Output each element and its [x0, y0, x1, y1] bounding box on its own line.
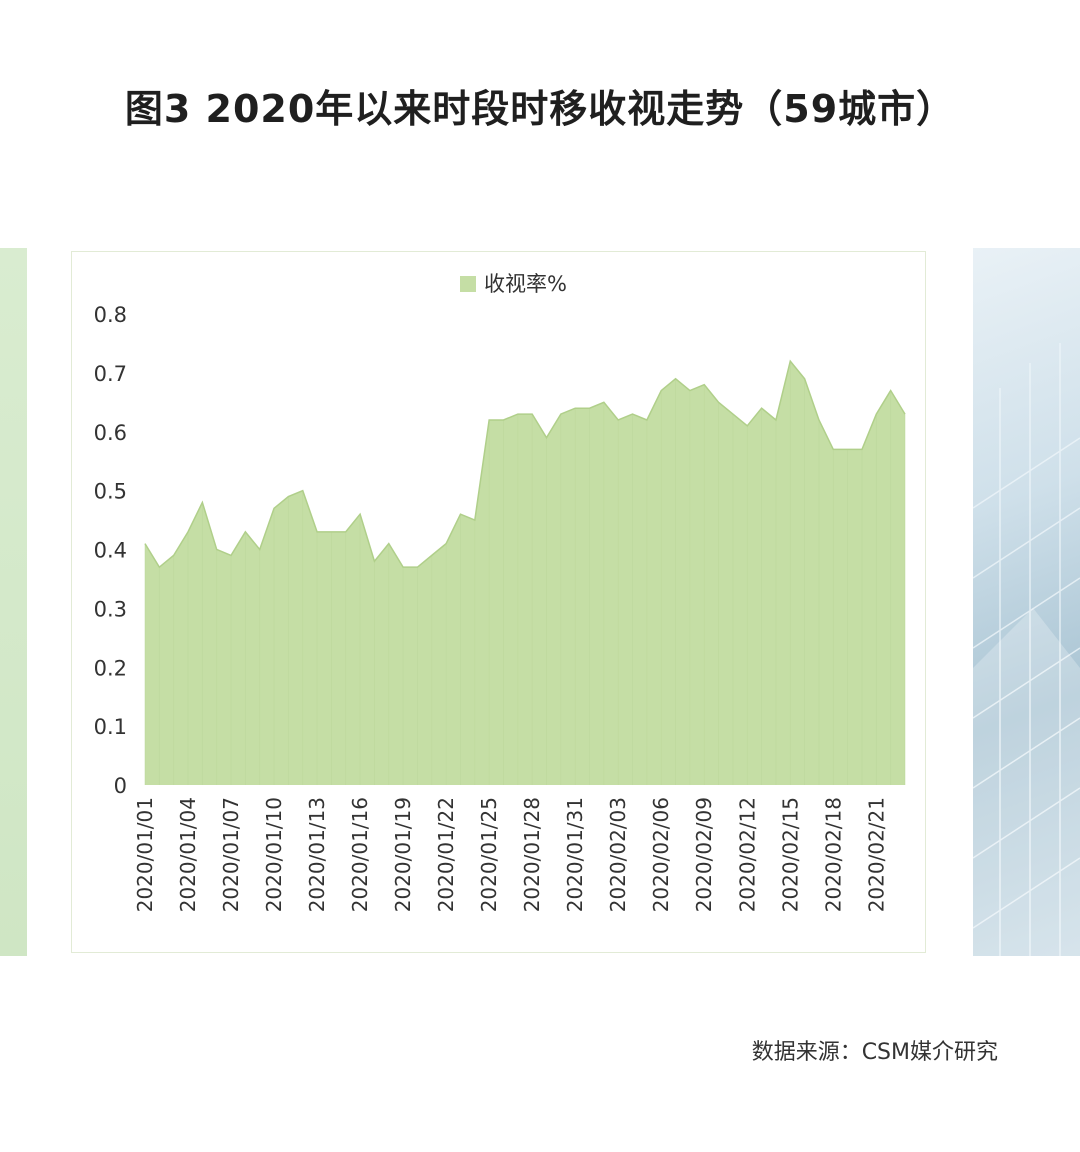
y-tick-label: 0.2	[94, 656, 127, 680]
x-tick-label: 2020/02/15	[778, 797, 802, 912]
y-tick-label: 0.4	[94, 539, 127, 563]
x-tick-label: 2020/01/07	[219, 797, 243, 912]
x-axis: 2020/01/01 2020/01/04 2020/01/07 2020/01/10…	[133, 797, 888, 912]
x-tick-label: 2020/01/22	[434, 797, 458, 912]
x-tick-label: 2020/01/28	[520, 797, 544, 912]
x-tick-label: 2020/01/16	[348, 797, 372, 912]
y-tick-label: 0	[114, 774, 127, 798]
x-tick-label: 2020/01/25	[477, 797, 501, 912]
y-tick-label: 0.8	[94, 303, 127, 327]
y-tick-label: 0.1	[94, 715, 127, 739]
area-fill	[145, 361, 905, 785]
legend-label: 收视率%	[484, 272, 567, 296]
x-tick-label: 2020/01/01	[133, 797, 157, 912]
area-chart: 收视率% 0 0.1 0.2 0.3 0.4 0.5 0.6 0.7 0.8 2020/01/0…	[94, 272, 906, 912]
y-tick-label: 0.5	[94, 480, 127, 504]
chart-frame: 收视率% 0 0.1 0.2 0.3 0.4 0.5 0.6 0.7 0.8 2020/01/0…	[71, 251, 926, 953]
data-source-note: 数据来源：CSM媒介研究	[751, 1040, 998, 1065]
x-tick-label: 2020/01/13	[305, 797, 329, 912]
x-tick-label: 2020/01/10	[262, 797, 286, 912]
x-tick-label: 2020/02/12	[735, 797, 759, 912]
figure-title: 图3 2020年以来时段时移收视走势（59城市）	[124, 87, 956, 131]
legend-swatch	[460, 276, 476, 292]
chart-legend: 收视率%	[460, 272, 567, 296]
building-photo	[973, 248, 1080, 956]
y-tick-label: 0.3	[94, 597, 127, 621]
plot-area	[144, 359, 906, 785]
x-tick-label: 2020/02/21	[864, 797, 888, 912]
series-line	[144, 359, 906, 569]
x-tick-label: 2020/01/19	[391, 797, 415, 912]
y-tick-label: 0.7	[94, 362, 127, 386]
x-tick-label: 2020/01/04	[176, 797, 200, 912]
x-tick-label: 2020/01/31	[563, 797, 587, 912]
x-tick-label: 2020/02/09	[692, 797, 716, 912]
x-tick-label: 2020/02/18	[821, 797, 845, 912]
y-axis: 0 0.1 0.2 0.3 0.4 0.5 0.6 0.7 0.8	[94, 303, 127, 798]
x-tick-label: 2020/02/06	[649, 797, 673, 912]
building-glass-pattern	[973, 343, 1080, 956]
x-tick-label: 2020/02/03	[606, 797, 630, 912]
left-decorative-strip	[0, 248, 27, 956]
y-tick-label: 0.6	[94, 421, 127, 445]
